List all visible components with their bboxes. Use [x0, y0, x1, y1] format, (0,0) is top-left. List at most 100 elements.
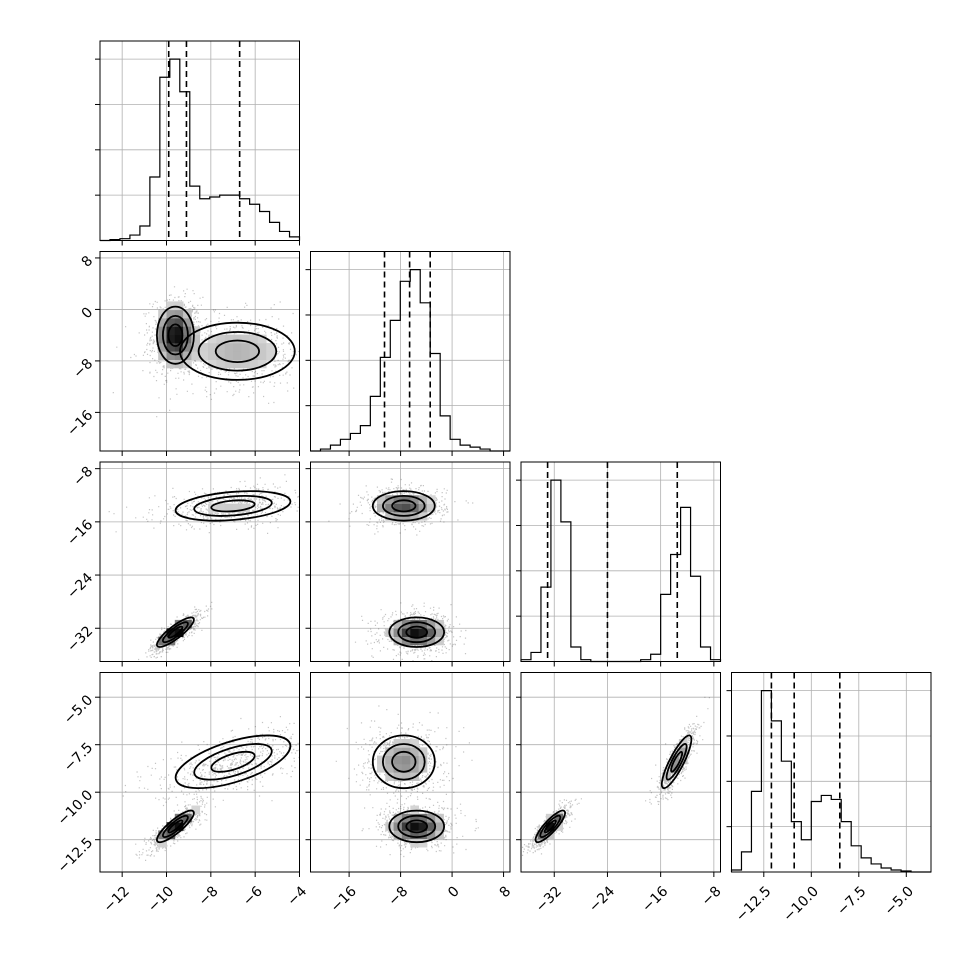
contour-line	[397, 814, 437, 839]
contour-line	[381, 494, 426, 517]
contour-line	[162, 814, 189, 838]
x-tick-label: 8	[497, 883, 515, 901]
density-cell	[183, 318, 192, 327]
y-tick-label: −32	[64, 623, 96, 655]
x-tick-label: −8	[196, 883, 222, 909]
density-cell	[393, 739, 403, 748]
density-cell	[410, 495, 419, 504]
density-cell	[208, 334, 217, 344]
contour-line	[167, 323, 184, 347]
density-cell	[418, 822, 428, 831]
contour-line	[397, 621, 437, 644]
density-cell	[426, 628, 436, 637]
contour-line	[214, 339, 260, 364]
density-cell	[216, 503, 226, 513]
density-cell	[418, 495, 428, 504]
density-cell	[410, 747, 419, 756]
density-cell	[410, 830, 419, 840]
contour-line	[197, 331, 278, 372]
density-cell	[393, 772, 403, 781]
density-cell	[418, 830, 428, 840]
density-cell	[241, 351, 250, 360]
density-cell	[174, 318, 184, 327]
density-cell	[393, 813, 403, 823]
contour-line	[210, 499, 256, 513]
density-cell	[208, 359, 217, 369]
density-cell	[545, 822, 555, 831]
histogram-panel-3	[516, 461, 722, 667]
panel-frame	[310, 672, 511, 873]
density-cell	[249, 334, 259, 344]
density-cell	[410, 838, 419, 848]
x-tick-label: −24	[586, 883, 618, 915]
joint-panel-1-3	[95, 461, 300, 667]
density-cell	[183, 359, 192, 369]
density-cell	[224, 334, 234, 344]
panel-frame	[520, 461, 721, 662]
density-cell	[377, 755, 386, 765]
density-cell	[418, 813, 428, 823]
density-cell	[241, 503, 250, 513]
density-cell	[385, 495, 394, 504]
density-cell	[166, 301, 176, 311]
y-tick-label: −7.5	[61, 740, 96, 775]
contour-line	[193, 743, 273, 781]
density-cell	[249, 351, 259, 360]
y-tick-label: −12.5	[55, 835, 97, 877]
contour-line	[543, 819, 557, 834]
density-cell	[418, 619, 428, 629]
density-cell	[249, 359, 259, 369]
density-cell	[174, 301, 184, 311]
y-tick-label: −8	[70, 356, 96, 382]
contour-line	[391, 750, 417, 773]
density-cell	[199, 342, 209, 352]
density-cell	[224, 342, 234, 352]
density-cell	[678, 747, 688, 756]
density-cell	[410, 636, 419, 646]
density-cell	[257, 342, 267, 352]
density-cell	[257, 351, 267, 360]
density-cell	[410, 628, 419, 637]
density-cell	[393, 503, 403, 513]
joint-panel-2-3	[305, 461, 511, 667]
density-cell	[266, 342, 275, 352]
density-cell	[266, 351, 275, 360]
density-cell	[224, 351, 234, 360]
density-cell	[174, 342, 184, 352]
density-cell	[166, 318, 176, 327]
density-cell	[191, 805, 201, 815]
density-cell	[191, 334, 201, 344]
density-cell	[385, 772, 394, 781]
density-cell	[410, 763, 419, 773]
density-cell	[377, 763, 386, 773]
y-tick-label: −16	[64, 517, 96, 549]
density-cell	[435, 822, 444, 831]
panel-content	[122, 716, 300, 861]
scatter-samples	[108, 474, 300, 661]
density-cell	[183, 342, 192, 352]
density-cell	[426, 619, 436, 629]
histogram-bars	[730, 690, 931, 873]
density-cell	[377, 495, 386, 504]
density-cell	[410, 813, 419, 823]
contour-line	[155, 305, 195, 365]
density-cell	[233, 503, 242, 513]
x-tick-label: −7.5	[834, 883, 869, 918]
density-cell	[393, 763, 403, 773]
density-cell	[401, 763, 411, 773]
panel-content	[328, 478, 474, 662]
density-cell	[393, 830, 403, 840]
density-cell	[224, 503, 234, 513]
density-cell	[554, 813, 563, 823]
contour-line	[210, 750, 256, 773]
panel-content	[522, 696, 710, 856]
contour-line	[156, 616, 195, 648]
panel-frame	[310, 251, 511, 452]
x-tick-label: −12.5	[733, 883, 775, 925]
density-cell	[410, 511, 419, 521]
density-cell	[174, 334, 184, 344]
density-cell	[401, 503, 411, 513]
contour-line	[167, 819, 184, 834]
panel-frame	[99, 40, 300, 241]
density-cell	[410, 822, 419, 831]
